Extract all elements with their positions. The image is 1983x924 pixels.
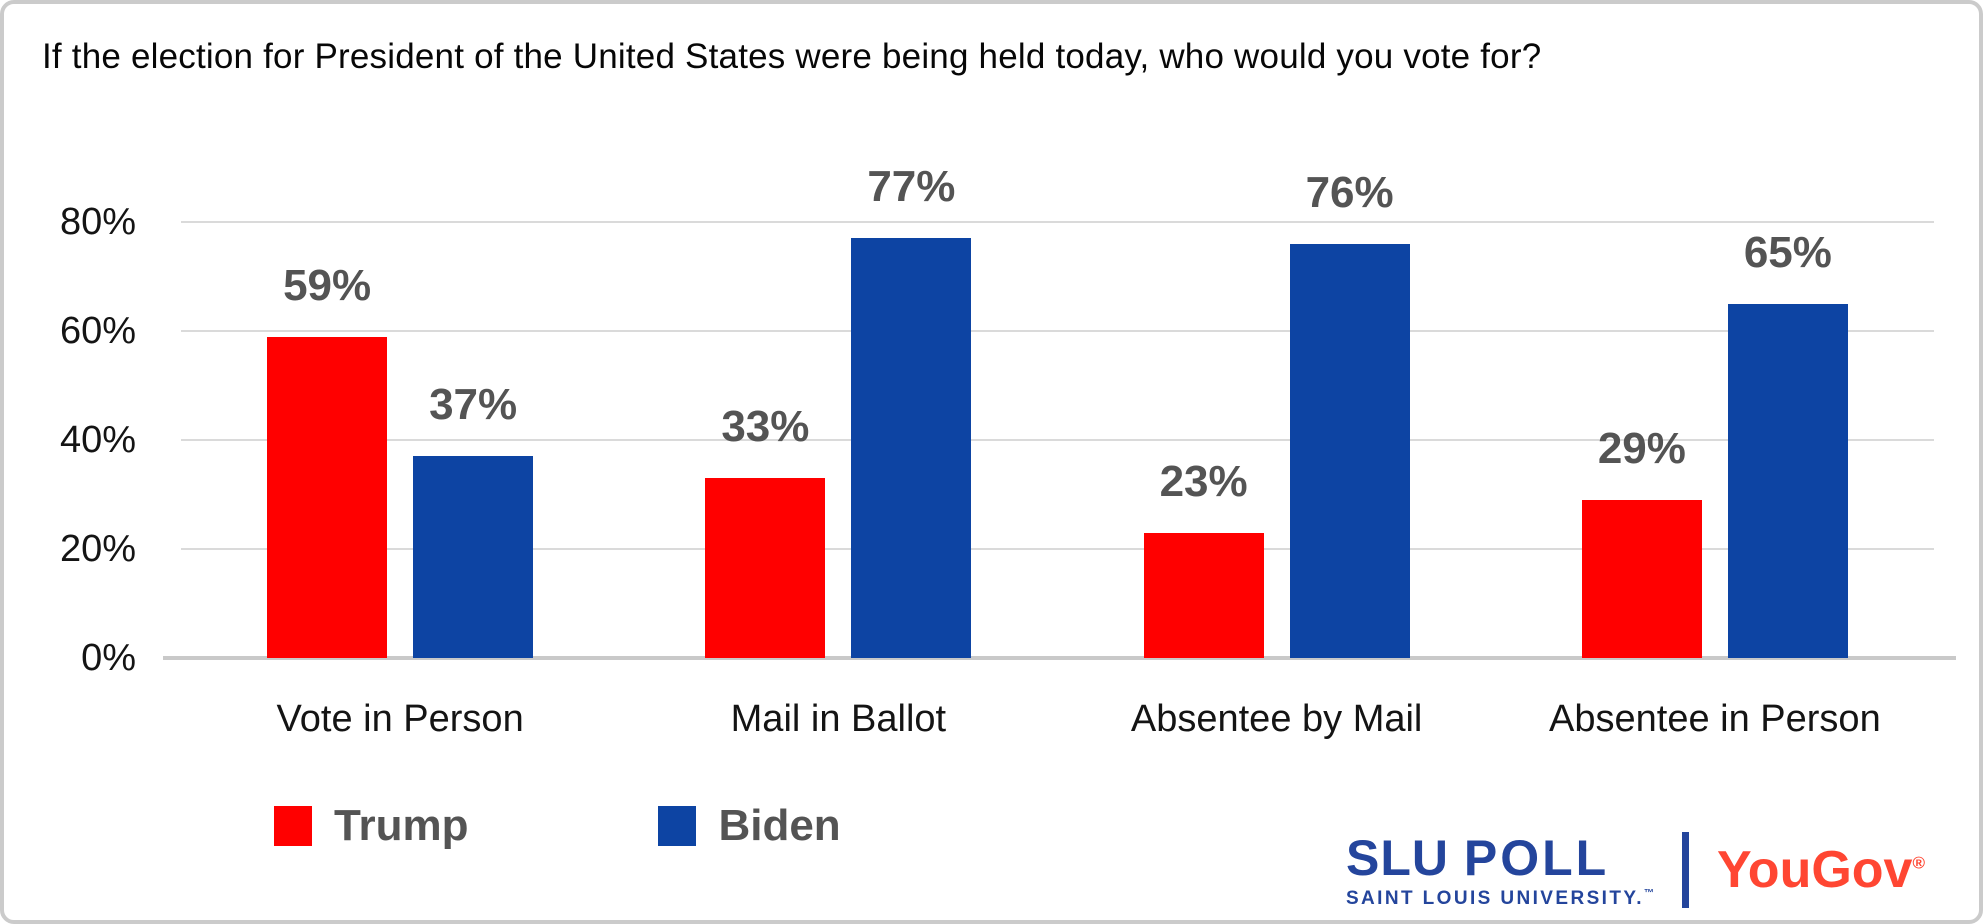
legend-label-trump: Trump (334, 801, 469, 850)
chart-legend: Trump Biden (274, 804, 841, 848)
logo-divider (1681, 832, 1689, 908)
gridline-40 (181, 439, 1934, 442)
x-axis-label-3: Absentee by Mail (1130, 698, 1423, 740)
slu-text: SLU (1345, 829, 1449, 886)
bar-group-4: 29% 65% (1496, 184, 1934, 658)
trademark-symbol: ™ (1643, 887, 1654, 899)
data-label-biden-2: 77% (867, 162, 956, 212)
bar-trump-1: 59% (267, 261, 388, 658)
data-label-trump-1: 59% (283, 260, 372, 310)
footer-logos: SLU POLL SAINT LOUIS UNIVERSITY.™ YouGov… (1346, 832, 1925, 908)
bar-trump-3: 23% (1143, 457, 1264, 658)
slu-poll-logo: SLU POLL SAINT LOUIS UNIVERSITY.™ (1346, 833, 1654, 908)
data-label-trump-2: 33% (721, 402, 810, 452)
x-axis-baseline (163, 656, 1956, 660)
y-axis-tick-20: 20% (59, 528, 136, 571)
yougov-logo: YouGov® (1716, 841, 1925, 899)
data-label-biden-4: 65% (1743, 227, 1832, 277)
gridline-20 (181, 548, 1934, 551)
x-axis-label-1: Vote in Person (276, 698, 524, 740)
bar-trump-2: 33% (705, 402, 826, 658)
registered-symbol: ® (1912, 853, 1925, 873)
x-axis-label-4: Absentee in Person (1549, 698, 1881, 740)
slu-university-text: SAINT LOUIS UNIVERSITY.™ (1345, 887, 1654, 909)
y-axis-tick-60: 60% (59, 310, 136, 353)
legend-item-biden: Biden (658, 801, 841, 850)
bar-biden-4: 65% (1727, 228, 1848, 658)
chart-title: If the election for President of the Uni… (42, 37, 1542, 76)
legend-item-trump: Trump (274, 804, 468, 848)
slu-poll-wordmark: SLU POLL (1346, 833, 1654, 883)
bar-group-1: 59% 37% (181, 184, 619, 658)
y-axis-tick-0: 0% (81, 637, 136, 679)
legend-swatch-biden (658, 806, 697, 846)
bar-trump-4: 29% (1581, 424, 1702, 658)
legend-label-biden: Biden (718, 801, 841, 850)
bar-biden-2: 77% (851, 162, 972, 658)
bar-biden-1: 37% (413, 380, 534, 658)
bar-group-2: 33% 77% (619, 162, 1057, 658)
gridline-80 (181, 221, 1934, 224)
plot-area: 0% 20% 40% 60% 80% 59% 37% 33% 77% 23% 76% 29% 65% (60, 162, 1956, 679)
bar-biden-3: 76% (1289, 168, 1410, 658)
gridline-60 (181, 330, 1934, 333)
data-label-biden-1: 37% (429, 380, 518, 430)
data-label-trump-4: 29% (1597, 424, 1686, 473)
bar-group-3: 23% 76% (1058, 168, 1496, 658)
data-label-biden-3: 76% (1305, 167, 1394, 217)
x-axis-labels: Vote in Person Mail in Ballot Absentee by … (181, 698, 1934, 750)
y-axis-tick-80: 80% (59, 201, 136, 244)
y-axis-tick-40: 40% (59, 419, 136, 462)
poll-text: POLL (1463, 829, 1610, 886)
data-label-trump-3: 23% (1159, 456, 1248, 506)
x-axis-label-2: Mail in Ballot (730, 698, 947, 740)
legend-swatch-trump (274, 806, 312, 846)
